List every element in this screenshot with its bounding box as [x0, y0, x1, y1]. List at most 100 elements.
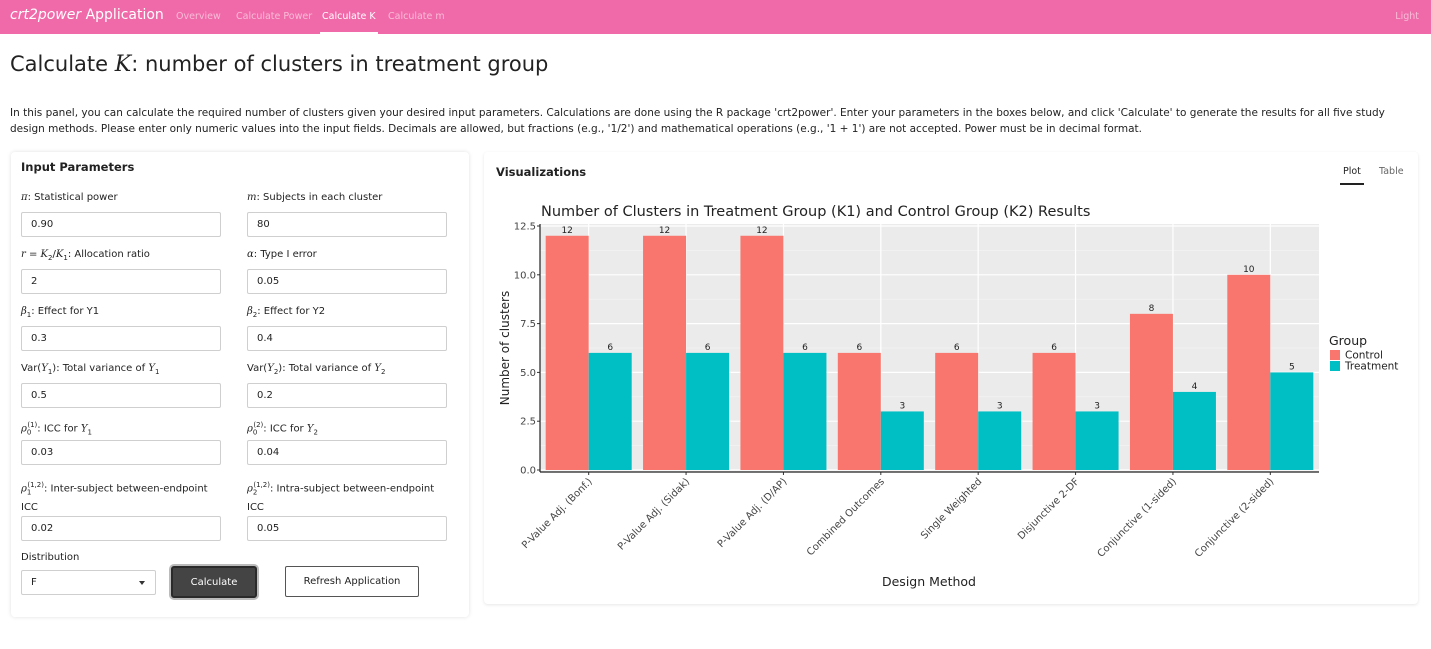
tab-calculate-m[interactable]: Calculate m — [388, 11, 445, 22]
x-tick-label: Conjunctive (2-sided) — [1193, 476, 1276, 559]
tab-calculate-k[interactable]: Calculate K — [320, 0, 378, 34]
tab-table[interactable]: Table — [1379, 166, 1404, 177]
bar-value-label: 6 — [705, 343, 711, 353]
var2-label: Var(Y2): Total variance of Y2 — [247, 363, 386, 376]
intro-text: In this panel, you can calculate the req… — [10, 107, 1385, 135]
chart-y-axis: 0.0 2.5 5.0 7.5 10.0 12.5 — [514, 222, 541, 477]
bar-control — [643, 235, 687, 470]
inter-icc-input[interactable] — [21, 516, 221, 541]
icc1-input[interactable] — [21, 440, 221, 465]
bar-value-label: 12 — [561, 226, 572, 236]
allocation-ratio-input[interactable] — [21, 269, 221, 294]
beta2-label: β2: Effect for Y2 — [247, 306, 326, 319]
theme-toggle[interactable]: Light — [1395, 11, 1419, 22]
m-label: m: Subjects in each cluster — [247, 192, 383, 203]
bar-value-label: 6 — [607, 343, 613, 353]
intra-icc-input[interactable] — [247, 516, 447, 541]
alpha-input[interactable] — [247, 269, 447, 294]
app-brand[interactable]: crt2power Application — [10, 7, 164, 23]
inter-icc-label: ρ1(1,2): Inter-subject between-endpoint … — [21, 481, 208, 514]
bar-value-label: 6 — [856, 343, 862, 353]
icc2-label: ρ0(2): ICC for Y2 — [247, 421, 318, 437]
bar-treatment — [1270, 372, 1314, 470]
chart-title: Number of Clusters in Treatment Group (K… — [541, 204, 1090, 220]
icc2-input[interactable] — [247, 440, 447, 465]
top-navbar: crt2power Application Overview Calculate… — [0, 0, 1431, 34]
chart-data-labels: 12 6 12 6 12 6 6 3 6 3 6 3 8 4 10 5 — [561, 226, 1294, 412]
bar-value-label: 12 — [659, 226, 670, 236]
chart-x-axis: P-Value Adj. (Bonf.) P-Value Adj. (Sidak)… — [520, 471, 1319, 560]
refresh-application-button[interactable]: Refresh Application — [285, 566, 419, 597]
bar-treatment — [686, 352, 730, 470]
allocation-ratio-label: r = K2/K1: Allocation ratio — [21, 249, 150, 262]
x-tick-label: Single Weighted — [919, 476, 984, 541]
bar-value-label: 3 — [899, 401, 905, 411]
viz-card-title: Visualizations — [496, 165, 587, 179]
y-tick-label: 12.5 — [514, 222, 536, 233]
page-title: Calculate K: number of clusters in treat… — [10, 52, 549, 77]
y-tick-label: 5.0 — [520, 368, 536, 379]
calculate-button[interactable]: Calculate — [171, 566, 257, 598]
legend-label-treatment: Treatment — [1344, 361, 1398, 373]
bar-treatment — [880, 411, 924, 470]
x-axis-label: Design Method — [882, 574, 976, 589]
brand-suffix: Application — [81, 7, 164, 23]
x-tick-label: P-Value Adj. (D/AP) — [716, 476, 790, 550]
icc1-label: ρ0(1): ICC for Y1 — [21, 421, 92, 437]
bar-value-label: 8 — [1149, 304, 1155, 314]
bar-control — [1129, 313, 1173, 470]
y-tick-label: 2.5 — [520, 417, 536, 428]
bar-value-label: 12 — [756, 226, 767, 236]
distribution-label: Distribution — [21, 552, 80, 563]
distribution-select[interactable]: F — [21, 570, 156, 595]
beta2-input[interactable] — [247, 326, 447, 351]
tab-overview[interactable]: Overview — [176, 11, 221, 22]
bar-control — [545, 235, 589, 470]
chevron-down-icon — [139, 581, 145, 585]
input-parameters-card: Input Parameters π: Statistical power m:… — [11, 152, 469, 617]
power-label: π: Statistical power — [21, 192, 118, 203]
y-tick-label: 7.5 — [520, 319, 536, 330]
m-input[interactable] — [247, 212, 447, 237]
bar-treatment — [588, 352, 632, 470]
visualizations-card: Visualizations Plot Table Number of Clus… — [484, 152, 1418, 604]
power-input[interactable] — [21, 212, 221, 237]
var2-input[interactable] — [247, 383, 447, 408]
bar-treatment — [783, 352, 827, 470]
y-tick-label: 10.0 — [514, 270, 536, 281]
beta1-input[interactable] — [21, 326, 221, 351]
bar-treatment — [1075, 411, 1119, 470]
y-axis-label: Number of clusters — [498, 291, 512, 405]
alpha-label: α: Type I error — [247, 249, 317, 260]
legend-swatch-control — [1330, 350, 1340, 360]
bar-value-label: 4 — [1192, 382, 1198, 392]
bar-chart: Number of Clusters in Treatment Group (K… — [498, 204, 1398, 589]
bar-value-label: 6 — [1051, 343, 1057, 353]
x-tick-label: Disjunctive 2-DF — [1016, 476, 1082, 542]
bar-treatment — [978, 411, 1022, 470]
var1-input[interactable] — [21, 383, 221, 408]
tab-calculate-power[interactable]: Calculate Power — [236, 11, 313, 22]
bar-value-label: 6 — [954, 343, 960, 353]
bar-control — [837, 352, 881, 470]
title-k-symbol: K — [114, 52, 132, 77]
var1-label: Var(Y1): Total variance of Y1 — [21, 363, 160, 376]
x-tick-label: Combined Outcomes — [805, 476, 887, 558]
chart-bars — [545, 235, 1314, 470]
beta1-label: β1: Effect for Y1 — [21, 306, 100, 319]
bar-value-label: 3 — [997, 401, 1003, 411]
bar-treatment — [1172, 391, 1216, 470]
legend-label-control: Control — [1345, 350, 1383, 362]
bar-control — [935, 352, 979, 470]
brand-package-name: crt2power — [10, 7, 82, 23]
x-tick-label: P-Value Adj. (Sidak) — [616, 476, 692, 552]
x-tick-label: P-Value Adj. (Bonf.) — [520, 476, 595, 551]
bar-control — [740, 235, 784, 470]
x-tick-label: Conjunctive (1-sided) — [1096, 476, 1179, 559]
bar-value-label: 6 — [802, 343, 808, 353]
tab-plot[interactable]: Plot — [1343, 166, 1361, 177]
bar-value-label: 5 — [1289, 362, 1295, 372]
bar-value-label: 3 — [1094, 401, 1100, 411]
bar-control — [1032, 352, 1076, 470]
